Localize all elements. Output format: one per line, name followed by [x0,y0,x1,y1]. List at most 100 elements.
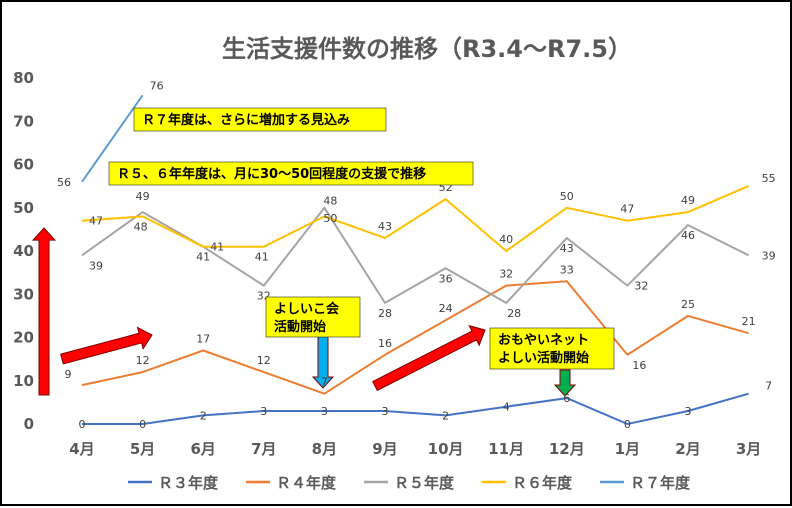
data-label: 36 [439,272,453,285]
series-line [81,206,750,304]
data-label: 47 [89,215,103,228]
data-label: 2 [200,409,207,422]
data-label: 50 [560,190,574,203]
legend-label: Ｒ４年度 [276,474,337,492]
data-label: 46 [681,229,695,242]
up-arrow [31,227,57,396]
x-tick-label: 8月 [312,440,337,458]
data-label: 43 [378,220,392,233]
data-label: 28 [378,307,392,320]
y-tick-label: 10 [13,372,34,390]
up-arrow-shape [31,227,57,396]
data-label: 24 [439,302,453,315]
x-tick-label: 7月 [251,440,276,458]
trend-arrow-1-shape [60,326,153,365]
note-r5-r6-text: Ｒ５、６年年度は、月に30～50回程度の支援で推移 [117,166,426,182]
legend-label: Ｒ５年度 [394,474,455,492]
y-axis: 0 10 20 30 40 50 60 70 80 [13,69,34,433]
data-label: 21 [742,315,756,328]
data-label: 2 [442,409,449,422]
data-label: 3 [685,405,692,418]
y-tick-label: 0 [24,415,34,433]
data-label: 55 [762,172,776,185]
data-label: 32 [634,280,648,293]
data-label: 32 [499,268,513,281]
data-label: 6 [563,392,570,405]
down-arrow-green-shape [553,369,577,397]
data-label: 48 [134,220,148,233]
x-tick-label: 11月 [488,440,524,458]
note-omoyai-text: おもやいネット [498,333,589,348]
y-tick-label: 80 [13,69,34,87]
data-label: 12 [136,354,150,367]
legend: Ｒ３年度 Ｒ４年度 Ｒ５年度 Ｒ６年度 Ｒ７年度 [128,474,691,492]
data-label: 0 [139,418,146,431]
series-line [81,280,749,395]
down-arrow-blue [311,335,335,389]
data-label: 50 [323,212,337,225]
data-label: 39 [762,249,776,262]
data-label: 41 [255,251,269,264]
data-label: 0 [624,418,631,431]
legend-label: Ｒ６年度 [512,474,573,492]
x-tick-label: 3月 [736,440,761,458]
note-r7: Ｒ７年度は、さらに増加する見込み [133,107,387,132]
series-layer [81,94,750,425]
data-label: 76 [150,79,164,92]
note-omoyai-box [489,327,615,370]
series-line [82,392,749,425]
annotation-arrows [31,227,577,397]
x-tick-label: 9月 [372,440,397,458]
trend-arrow-2 [372,324,486,392]
note-omoyai-text: よしい活動開始 [498,350,589,366]
x-tick-label: 12月 [549,440,585,458]
note-r7-box [133,107,387,132]
data-label: 3 [260,405,267,418]
data-label: 28 [507,307,521,320]
chart-title: 生活支援件数の推移（R3.4～R7.5） [222,35,632,63]
trend-arrow-1 [60,326,153,365]
data-label: 39 [89,259,103,272]
data-label: 43 [560,242,574,255]
down-arrow-blue-shape [311,335,335,389]
down-arrow-green [553,369,577,397]
data-label: 4 [503,401,510,414]
y-tick-label: 40 [13,242,34,260]
data-label: 16 [378,337,392,350]
data-label: 12 [257,354,271,367]
x-tick-label: 10月 [428,440,464,458]
y-tick-label: 70 [13,112,34,130]
y-tick-label: 50 [13,199,34,217]
annotation-notes: Ｒ７年度は、さらに増加する見込み Ｒ５、６年年度は、月に30～50回程度の支援で推… [108,107,615,370]
x-tick-label: 2月 [675,440,700,458]
data-label: 33 [560,263,574,276]
note-r7-text: Ｒ７年度は、さらに増加する見込み [142,112,350,128]
note-r5-r6-box [108,161,474,186]
data-label: 41 [210,241,224,254]
y-tick-label: 60 [13,156,34,174]
x-axis: 4月 5月 6月 7月 8月 9月 10月 11月 12月 1月 2月 3月 [69,440,761,458]
x-tick-label: 4月 [69,440,94,458]
x-tick-label: 5月 [130,440,155,458]
data-label: 17 [196,332,210,345]
data-label: 16 [632,359,646,372]
y-tick-label: 30 [13,285,34,303]
data-label: 25 [681,298,695,311]
series-line [81,94,144,183]
trend-arrow-2-shape [372,324,486,392]
note-r5-r6: Ｒ５、６年年度は、月に30～50回程度の支援で推移 [108,161,474,186]
data-label: 3 [382,405,389,418]
x-tick-label: 6月 [190,440,215,458]
data-label: 48 [323,194,337,207]
data-label: 9 [65,368,72,381]
note-yoshiiko-text: よしいこ会 [274,301,340,317]
data-label: 49 [681,194,695,207]
legend-label: Ｒ７年度 [630,474,691,492]
note-yoshiiko-box [265,296,361,338]
y-tick-label: 20 [13,329,34,347]
